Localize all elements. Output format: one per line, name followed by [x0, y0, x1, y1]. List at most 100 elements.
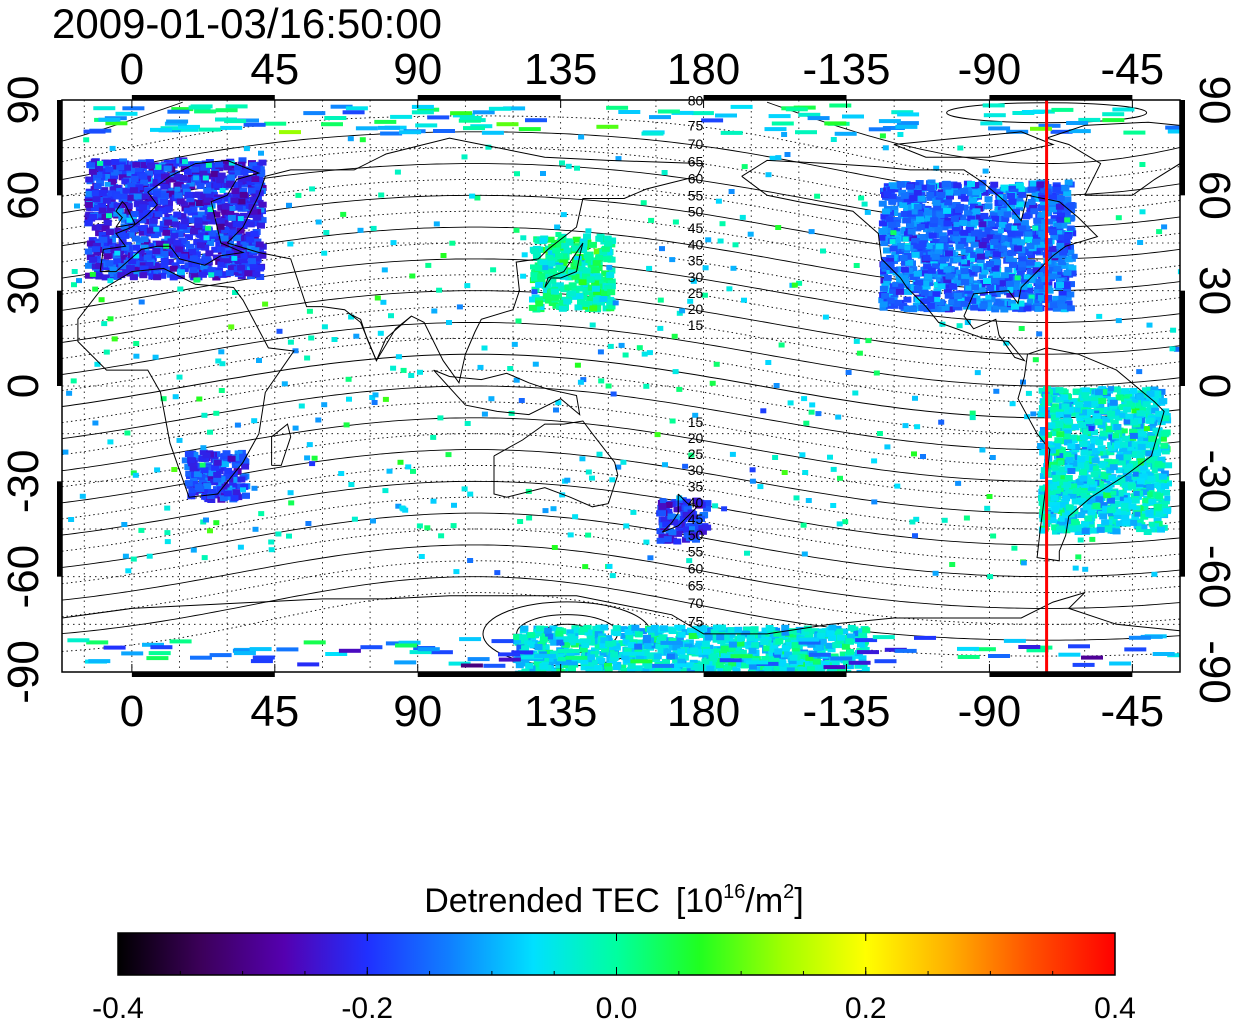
tec-pixel: [1112, 386, 1121, 393]
tec-pixel: [189, 465, 198, 472]
tec-pixel: [223, 490, 232, 497]
tec-pixel: [98, 203, 106, 210]
tec-pixel: [1054, 230, 1063, 237]
tec-pixel: [1121, 435, 1130, 442]
tec-pixel: [94, 172, 103, 179]
tec-pixel: [999, 250, 1008, 257]
tec-pixel: [1057, 521, 1065, 528]
tec-pixel: [653, 653, 662, 660]
tec-pixel: [246, 245, 255, 252]
tec-pixel: [180, 218, 189, 225]
tec-pixel: [780, 633, 789, 639]
tec-pixel: [163, 206, 172, 213]
tec-pixel: [991, 264, 1000, 271]
tec-pixel: [148, 201, 157, 208]
tec-pixel: [601, 270, 610, 277]
tec-pixel: [161, 173, 169, 180]
tec-pixel: [900, 228, 909, 235]
tec-pixel: [1150, 457, 1159, 464]
tec-pixel: [568, 665, 576, 672]
tec-pixel: [239, 212, 248, 219]
tec-pixel: [1072, 498, 1081, 505]
tec-pixel: [96, 224, 105, 230]
tec-pixel: [840, 628, 849, 635]
tec-pixel: [1055, 387, 1064, 394]
tec-pixel: [938, 232, 947, 239]
tec-pixel: [1050, 414, 1059, 421]
tec-pixel: [649, 652, 658, 659]
tec-pixel: [660, 644, 669, 651]
tec-pixel: [1059, 249, 1068, 256]
tec-pixel: [182, 188, 191, 195]
tec-pixel: [528, 304, 537, 311]
tec-pixel: [1050, 406, 1059, 413]
tec-pixel: [706, 665, 715, 672]
tec-pixel: [1040, 429, 1049, 436]
tec-pixel: [1045, 479, 1054, 486]
tec-pixel: [570, 293, 579, 300]
tec-pixel: [1041, 180, 1050, 187]
tec-pixel: [206, 213, 215, 220]
tec-pixel: [571, 273, 580, 280]
tec-pixel: [738, 649, 747, 656]
tec-pixel: [1056, 431, 1065, 438]
tec-pixel: [1011, 213, 1020, 220]
tec-pixel: [1079, 409, 1087, 416]
tec-pixel: [904, 271, 912, 278]
tec-pixel: [196, 183, 205, 189]
tec-pixel: [1099, 513, 1108, 520]
tec-pixel: [106, 194, 115, 201]
tec-pixel: [1060, 262, 1069, 269]
tec-pixel: [1087, 509, 1096, 516]
tec-pixel: [990, 230, 999, 237]
tec-pixel: [212, 218, 221, 225]
tec-pixel: [1015, 230, 1024, 237]
tec-pixel: [1117, 477, 1126, 484]
tec-pixel: [92, 196, 101, 203]
tec-pixel: [625, 672, 633, 678]
tec-pixel: [883, 247, 891, 254]
tec-pixel: [1033, 217, 1042, 224]
tec-pixel: [1070, 518, 1079, 525]
tec-pixel: [929, 207, 938, 214]
tec-pixel: [987, 296, 996, 303]
tec-pixel: [113, 258, 122, 265]
tec-pixel: [1095, 401, 1104, 408]
tec-pixel: [924, 291, 933, 297]
tec-pixel: [915, 243, 924, 250]
tec-pixel: [230, 495, 239, 502]
tec-pixel: [563, 298, 572, 305]
tec-pixel: [1130, 419, 1139, 426]
tec-pixel: [225, 494, 234, 500]
tec-pixel: [678, 654, 687, 661]
tec-pixel: [98, 231, 107, 238]
tec-pixel: [1018, 225, 1027, 232]
tec-pixel: [253, 214, 262, 221]
tec-pixel: [1095, 393, 1104, 400]
tec-pixel: [96, 246, 105, 253]
tec-pixel: [1038, 231, 1047, 238]
tec-pixel: [1056, 278, 1065, 285]
tec-pixel: [940, 263, 948, 270]
tec-pixel: [568, 282, 577, 289]
tec-pixel: [1151, 407, 1160, 414]
tec-pixel: [1139, 473, 1148, 480]
tec-pixel: [1075, 479, 1084, 486]
tec-pixel: [160, 183, 169, 190]
tec-pixel: [967, 181, 975, 188]
tec-pixel: [922, 270, 930, 277]
tec-pixel: [169, 215, 178, 222]
tec-pixel: [1152, 438, 1161, 445]
tec-pixel: [927, 225, 936, 232]
tec-pixel: [899, 303, 908, 310]
tec-pixel: [190, 481, 198, 487]
tec-pixel: [212, 254, 221, 261]
tec-pixel: [1018, 252, 1027, 258]
tec-pixel: [190, 272, 199, 279]
tec-pixel: [847, 624, 856, 631]
tec-pixel: [662, 521, 671, 528]
tec-pixel: [87, 162, 96, 169]
tec-pixel: [1052, 443, 1061, 449]
tec-pixel: [213, 476, 222, 483]
tec-pixel: [773, 664, 782, 671]
